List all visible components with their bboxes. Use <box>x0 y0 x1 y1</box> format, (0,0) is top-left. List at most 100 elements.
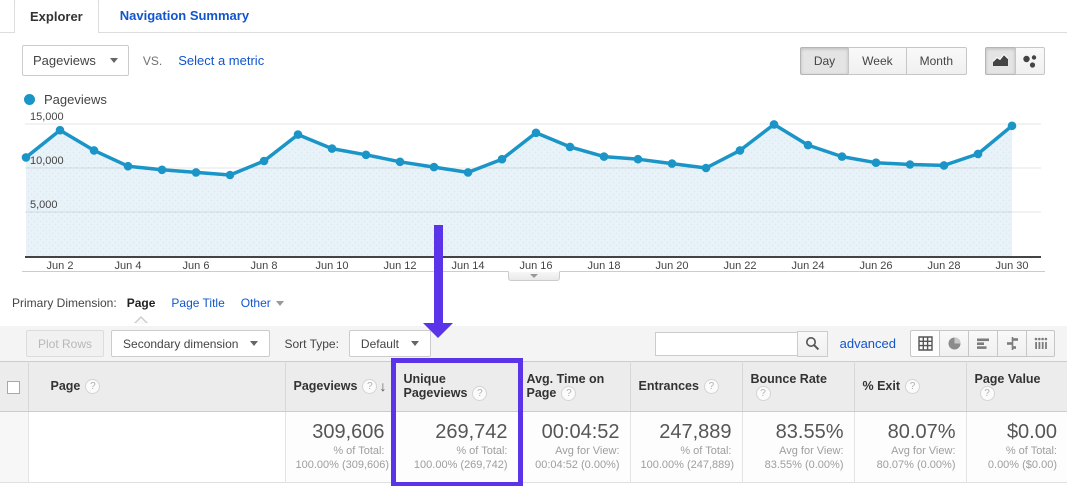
total-value: 83.55% <box>775 421 844 443</box>
primary-dimension-label: Primary Dimension: <box>12 296 117 310</box>
search-input[interactable] <box>654 331 797 356</box>
question-mark-icon[interactable] <box>561 386 577 402</box>
data-point <box>395 157 405 167</box>
data-point <box>157 165 167 175</box>
column-header-page-value[interactable]: Page Value <box>966 361 1067 412</box>
column-label: Bounce Rate <box>750 371 827 386</box>
sort-type-label: Sort Type: <box>284 336 339 351</box>
total-value: 00:04:52 <box>541 421 620 443</box>
data-point <box>497 154 507 164</box>
advanced-search-link[interactable]: advanced <box>839 336 896 351</box>
sort-type-dropdown[interactable]: Default <box>348 330 431 357</box>
x-axis-tick-label: Jun 12 <box>383 260 416 271</box>
column-header-bounce-rate[interactable]: Bounce Rate <box>742 361 855 412</box>
search-icon <box>805 337 819 351</box>
dimension-other-label: Other <box>240 296 271 310</box>
header-checkbox-cell <box>0 361 29 412</box>
tab-explorer[interactable]: Explorer <box>14 0 99 33</box>
column-header-avg-time-on-page[interactable]: Avg. Time on Page <box>518 361 631 412</box>
chevron-down-icon <box>529 274 538 278</box>
column-header-page[interactable]: Page <box>28 361 286 412</box>
data-point <box>939 161 949 170</box>
y-axis-tick-label: 5,000 <box>30 199 58 211</box>
question-mark-icon[interactable] <box>905 379 921 395</box>
totals-checkbox-cell <box>0 411 29 483</box>
total-sub-label: % of Total: <box>680 445 732 457</box>
totals-cell-unique-pageviews: 269,742 % of Total: 100.00% (269,742) <box>395 411 519 483</box>
data-point <box>871 158 881 167</box>
total-sub-value: 100.00% (269,742) <box>413 459 508 471</box>
search-button[interactable] <box>796 330 828 357</box>
select-a-metric-link[interactable]: Select a metric <box>178 53 265 68</box>
secondary-dimension-label: Secondary dimension <box>123 336 239 351</box>
line-chart-toggle-button[interactable] <box>985 46 1015 75</box>
total-sub-value: 80.07% (0.00%) <box>876 459 956 471</box>
column-header-percent-exit[interactable]: % Exit <box>854 361 967 412</box>
column-header-entrances[interactable]: Entrances <box>630 361 743 412</box>
total-sub-value: 0.00% ($0.00) <box>987 459 1057 471</box>
x-axis-tick-label: Jun 30 <box>995 260 1028 271</box>
totals-page-cell <box>28 411 286 483</box>
total-value: 80.07% <box>887 421 956 443</box>
question-mark-icon[interactable] <box>85 379 101 395</box>
data-point <box>225 170 235 180</box>
week-button[interactable]: Week <box>848 46 906 75</box>
motion-chart-toggle-button[interactable] <box>1015 46 1045 75</box>
pivot-view-button[interactable] <box>1026 330 1055 357</box>
question-mark-icon[interactable] <box>703 379 719 395</box>
dimension-other-dropdown[interactable]: Other <box>241 296 284 310</box>
data-point <box>1007 121 1017 131</box>
question-mark-icon[interactable] <box>979 386 995 402</box>
metric-controls-row: Pageviews VS. Select a metric Day Week M… <box>22 45 1045 76</box>
data-point <box>55 125 65 135</box>
table-toolbar: Plot Rows Secondary dimension Sort Type:… <box>0 326 1067 361</box>
data-point <box>89 146 99 155</box>
dimension-page-title-link[interactable]: Page Title <box>171 296 225 310</box>
pageviews-series-line <box>24 122 1014 177</box>
percentage-view-button[interactable] <box>939 330 968 357</box>
column-header-unique-pageviews[interactable]: Unique Pageviews <box>395 361 519 412</box>
column-label: Entrances <box>638 378 699 393</box>
column-label: % Exit <box>862 378 901 393</box>
data-point <box>123 161 133 171</box>
table-view-button[interactable] <box>910 330 939 357</box>
performance-view-button[interactable] <box>968 330 997 357</box>
data-point <box>667 159 677 168</box>
data-point <box>837 152 847 161</box>
total-sub-value: 100.00% (247,889) <box>640 459 735 471</box>
data-point <box>565 142 575 152</box>
dimension-page[interactable]: Page <box>126 296 156 324</box>
pageviews-line-chart[interactable]: 5,000 10,000 15,000 Jun 2 Jun 4 Jun 6 Jun 8 Jun… <box>0 109 1067 271</box>
day-button[interactable]: Day <box>799 46 849 75</box>
question-mark-icon[interactable] <box>472 386 488 402</box>
question-mark-icon[interactable] <box>755 386 771 402</box>
x-axis-tick-label: Jun 26 <box>859 260 892 271</box>
total-value: 247,889 <box>659 421 732 443</box>
month-button[interactable]: Month <box>905 46 967 75</box>
data-point <box>463 168 473 177</box>
column-label: Page Value <box>974 371 1041 386</box>
tab-navigation-summary[interactable]: Navigation Summary <box>119 8 250 23</box>
secondary-dimension-dropdown[interactable]: Secondary dimension <box>111 330 271 357</box>
question-mark-icon[interactable] <box>362 379 378 395</box>
table-header-row: Page Pageviews Unique Pageviews Avg. Tim… <box>0 361 1067 412</box>
plot-rows-button[interactable]: Plot Rows <box>26 330 105 357</box>
pageviews-legend-dot-icon <box>24 94 35 105</box>
x-axis-tick-label: Jun 22 <box>723 260 756 271</box>
line-chart-icon <box>992 54 1009 66</box>
total-sub-label: % of Total: <box>333 445 385 457</box>
comparison-view-button[interactable] <box>997 330 1026 357</box>
total-sub-label: % of Total: <box>1005 445 1057 457</box>
data-point <box>973 149 983 159</box>
totals-cell-pageviews: 309,606 % of Total: 100.00% (309,606) <box>285 411 396 483</box>
table-view-icon <box>917 336 933 351</box>
column-header-pageviews[interactable]: Pageviews <box>285 361 396 412</box>
select-all-checkbox[interactable] <box>7 380 21 394</box>
x-axis-tick-label: Jun 24 <box>791 260 824 271</box>
chart-divider <box>22 271 1045 283</box>
x-axis-tick-label: Jun 2 <box>47 260 74 271</box>
chart-type-toggle <box>985 46 1045 75</box>
metric-selector-dropdown[interactable]: Pageviews <box>22 45 129 76</box>
collapse-chart-tab[interactable] <box>507 271 560 281</box>
table-search <box>654 330 828 357</box>
